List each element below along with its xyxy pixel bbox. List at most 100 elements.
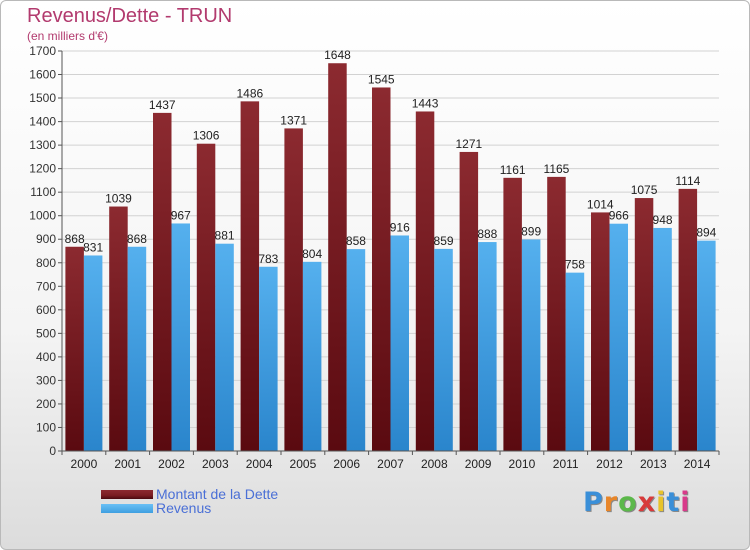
x-tick-label: 2010 — [509, 457, 536, 471]
data-label-dette: 1437 — [149, 98, 176, 112]
y-tick-label: 1000 — [29, 209, 56, 223]
bar-revenus — [478, 242, 497, 451]
bar-revenus — [521, 239, 541, 451]
x-tick-label: 2002 — [158, 457, 185, 471]
data-label-dette: 1648 — [324, 48, 351, 62]
data-label-dette: 868 — [65, 232, 85, 246]
bar-dette — [678, 188, 698, 451]
data-label-revenus: 758 — [565, 258, 585, 272]
bar-revenus — [390, 235, 409, 451]
data-label-dette: 1014 — [587, 197, 614, 211]
bar-revenus — [171, 223, 190, 451]
bar-revenus — [302, 261, 322, 451]
y-tick-label: 500 — [36, 326, 56, 340]
bar-revenus — [215, 243, 234, 451]
data-label-dette: 1039 — [105, 192, 132, 206]
x-tick-label: 2000 — [71, 457, 98, 471]
legend-label-revenus: Revenus — [156, 500, 212, 516]
legend-label-dette: Montant de la Dette — [156, 486, 279, 502]
bar-dette — [196, 143, 216, 452]
y-tick-label: 1700 — [29, 44, 56, 58]
x-tick-label: 2005 — [290, 457, 317, 471]
bar-revenus — [434, 248, 453, 451]
y-tick-label: 100 — [36, 420, 56, 434]
data-label-dette: 1114 — [675, 174, 700, 188]
y-tick-label: 1100 — [30, 185, 56, 199]
x-tick-label: 2007 — [377, 457, 404, 471]
bar-dette — [240, 101, 260, 452]
bar-dette — [328, 63, 347, 452]
chart-subtitle: (en milliers d'€) — [27, 29, 108, 43]
bar-revenus — [697, 240, 716, 451]
data-label-revenus: 783 — [258, 252, 278, 266]
bar-revenus — [653, 227, 672, 451]
bar-revenus — [346, 249, 366, 451]
x-tick-label: 2013 — [640, 457, 667, 471]
bar-dette — [547, 176, 566, 451]
legend-swatch-revenus — [101, 504, 153, 513]
data-label-dette: 1271 — [455, 137, 482, 151]
x-tick-label: 2011 — [553, 457, 579, 471]
data-label-dette: 1165 — [544, 162, 570, 176]
x-tick-label: 2008 — [421, 457, 448, 471]
y-tick-label: 1300 — [29, 138, 56, 152]
y-tick-label: 300 — [36, 373, 56, 387]
x-tick-label: 2014 — [684, 457, 711, 471]
x-tick-label: 2004 — [246, 457, 273, 471]
proxiti-logo: Proxiti — [583, 487, 691, 518]
bar-dette — [459, 151, 479, 452]
bar-dette — [153, 112, 172, 451]
bar-dette — [372, 87, 391, 452]
bar-revenus — [565, 272, 585, 451]
data-label-revenus: 966 — [609, 209, 629, 223]
bar-dette — [109, 206, 128, 451]
data-label-dette: 1075 — [631, 183, 658, 197]
y-tick-label: 900 — [36, 232, 56, 246]
data-label-dette: 1443 — [412, 96, 439, 110]
data-label-revenus: 831 — [83, 240, 103, 254]
y-tick-label: 1600 — [29, 68, 56, 82]
x-tick-label: 2012 — [596, 457, 623, 471]
data-label-revenus: 916 — [390, 220, 410, 234]
data-label-dette: 1545 — [368, 72, 395, 86]
x-tick-label: 2009 — [465, 457, 492, 471]
data-label-revenus: 858 — [346, 234, 366, 248]
data-label-revenus: 881 — [215, 229, 235, 243]
data-label-dette: 1371 — [280, 113, 307, 127]
data-label-revenus: 859 — [434, 234, 454, 248]
bar-dette — [591, 212, 610, 451]
y-tick-label: 400 — [36, 350, 56, 364]
y-tick-label: 0 — [49, 444, 56, 458]
bar-revenus — [127, 246, 147, 451]
y-tick-label: 600 — [36, 303, 56, 317]
y-tick-label: 1200 — [29, 162, 56, 176]
data-label-revenus: 804 — [302, 247, 322, 261]
x-tick-label: 2003 — [202, 457, 229, 471]
data-label-revenus: 967 — [171, 208, 191, 222]
data-label-revenus: 868 — [127, 232, 147, 246]
bar-dette — [65, 246, 84, 451]
data-label-revenus: 948 — [653, 213, 673, 227]
data-label-dette: 1161 — [500, 163, 526, 177]
bar-dette — [503, 177, 522, 451]
data-label-revenus: 899 — [521, 224, 541, 238]
data-label-dette: 1306 — [193, 129, 220, 143]
y-tick-label: 1500 — [29, 91, 56, 105]
bar-revenus — [83, 255, 103, 451]
x-tick-label: 2001 — [114, 457, 141, 471]
bar-revenus — [259, 266, 278, 451]
bar-dette — [284, 128, 303, 451]
y-tick-label: 700 — [36, 279, 56, 293]
x-tick-label: 2006 — [333, 457, 360, 471]
bar-dette — [415, 111, 435, 452]
y-tick-label: 1400 — [29, 115, 56, 129]
data-label-dette: 1486 — [236, 86, 263, 100]
y-tick-label: 200 — [36, 397, 56, 411]
legend-swatch-dette — [101, 490, 153, 499]
chart-title: Revenus/Dette - TRUN — [27, 5, 233, 27]
bar-dette — [634, 198, 654, 451]
data-label-revenus: 894 — [696, 226, 716, 240]
bar-revenus — [609, 223, 628, 451]
